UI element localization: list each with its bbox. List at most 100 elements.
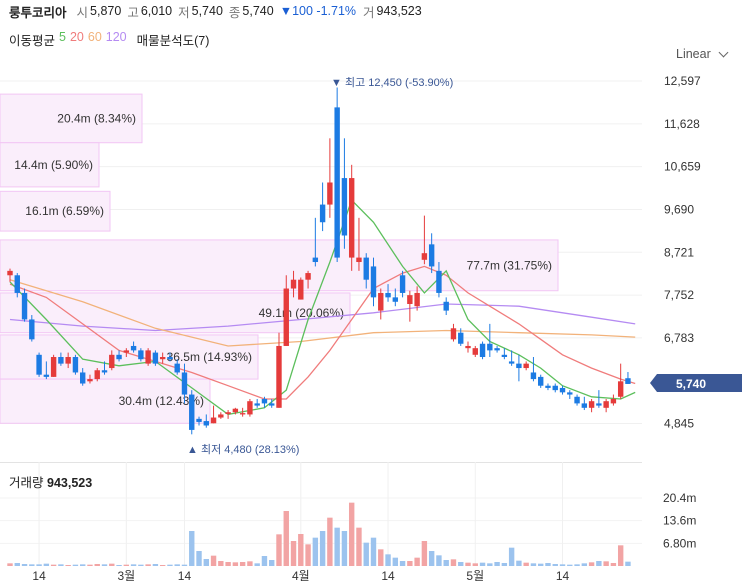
- volume-bar: [218, 561, 224, 566]
- volume-bar: [479, 562, 486, 566]
- volume-bar: [407, 561, 413, 566]
- volume-label: 거: [363, 5, 375, 20]
- volume-profile-label: 36.5m (14.93%): [167, 350, 252, 364]
- volume-bar: [123, 564, 130, 566]
- date-tick-label: 14: [178, 569, 192, 582]
- volume-bar: [385, 554, 391, 566]
- volume-profile-label: 16.1m (6.59%): [25, 204, 104, 218]
- candle-body: [123, 350, 130, 353]
- volume-profile-bar: [0, 292, 351, 334]
- candle-body: [290, 279, 297, 289]
- scale-selector[interactable]: Linear: [676, 47, 729, 61]
- candle-body: [574, 396, 580, 404]
- volume-tick-label: 13.6m: [663, 514, 696, 528]
- candle-body: [487, 343, 493, 351]
- price-tick-label: 11,628: [664, 117, 700, 131]
- candle-body: [80, 372, 86, 384]
- candle-body: [458, 332, 464, 344]
- open-label: 시: [76, 5, 89, 20]
- volume-tick-label: 20.4m: [663, 491, 696, 505]
- volume-bar: [29, 564, 35, 566]
- ma60-line: [9, 279, 636, 347]
- candles: [7, 87, 631, 435]
- volume-bar: [298, 534, 304, 566]
- candle-body: [334, 107, 340, 258]
- candle-body: [36, 354, 42, 375]
- volume-bar: [283, 511, 289, 566]
- volume-bar: [247, 561, 253, 566]
- date-axis: 14 3월 14 4월 14 5월 14: [32, 569, 569, 582]
- candle-body: [348, 178, 355, 258]
- volume-bar: [472, 563, 478, 566]
- moving-average-lines: [9, 199, 636, 416]
- price-tick-label: 7,752: [664, 288, 694, 302]
- candle-body: [50, 357, 57, 377]
- volume-bar: [625, 561, 631, 566]
- volume-bar: [545, 563, 551, 566]
- ticker-header: 룽투코리아 시 5,870 고 6,010 저 5,740 종 5,740 ▼100 -…: [9, 2, 428, 20]
- candle-body: [327, 182, 333, 205]
- date-tick-label: 14: [381, 569, 395, 582]
- volume-bar: [436, 555, 442, 566]
- volume-bar: [370, 537, 377, 566]
- volume-profile-label[interactable]: 매물분석도(7): [136, 34, 210, 48]
- moving-average-legend[interactable]: 이동평균 5 20 60 120 매물분석도(7): [9, 30, 213, 49]
- date-tick-label: 5월: [466, 569, 484, 582]
- ma60-label: 60: [87, 30, 102, 44]
- close-value: 5,740: [242, 4, 274, 18]
- current-price-value: 5,740: [676, 377, 706, 391]
- volume-bar: [109, 563, 115, 566]
- volume-bar: [421, 541, 428, 566]
- candle-body: [21, 292, 28, 320]
- date-tick-label: 14: [32, 569, 46, 582]
- price-tick-label: 10,659: [664, 160, 701, 174]
- price-tick-label: 12,597: [664, 74, 701, 88]
- date-tick-label: 3월: [117, 569, 135, 582]
- volume-bar: [443, 560, 449, 566]
- volume-bar: [116, 565, 122, 566]
- volume-bar: [610, 563, 617, 566]
- volume-bar: [80, 564, 86, 566]
- volume-bar: [378, 549, 384, 566]
- ma120-line: [9, 303, 636, 332]
- volume-profile-label: 20.4m (8.34%): [57, 111, 136, 125]
- candle-body: [58, 357, 64, 364]
- volume-bar: [225, 562, 231, 566]
- volume-bar: [152, 564, 159, 566]
- volume-bar: [254, 563, 260, 566]
- volume-bar: [130, 564, 137, 566]
- volume-profile-label: 30.4m (12.43%): [119, 394, 204, 408]
- volume-bar: [399, 561, 406, 566]
- candle-body: [552, 385, 558, 391]
- volume-bar: [516, 560, 522, 566]
- candle-body: [225, 412, 231, 415]
- price-tick-label: 9,690: [664, 202, 694, 216]
- volume-bar: [58, 564, 64, 566]
- candle-body: [196, 418, 202, 422]
- candle-body: [443, 301, 449, 311]
- volume-bar: [14, 563, 20, 566]
- volume-bar: [239, 562, 246, 566]
- date-tick-label: 4월: [292, 569, 310, 582]
- stock-name[interactable]: 룽투코리아: [9, 5, 67, 20]
- volume-bar: [167, 564, 173, 566]
- volume-bar: [487, 563, 493, 566]
- volume-bar: [559, 564, 566, 566]
- volume-bar: [87, 564, 93, 566]
- volume-tick-label: 6.80m: [663, 536, 696, 550]
- candle-body: [414, 292, 420, 307]
- candle-body: [254, 403, 260, 406]
- candle-body: [421, 253, 428, 260]
- candle-body: [210, 417, 217, 424]
- volume-bar: [276, 534, 282, 566]
- close-label: 종: [228, 5, 241, 20]
- volume-bar: [189, 531, 195, 566]
- volume-profile-bar: [0, 378, 211, 424]
- volume-axis: 20.4m 13.6m 6.80m: [663, 491, 696, 550]
- volume-bar: [65, 565, 71, 566]
- volume-bar: [450, 559, 457, 566]
- change-value: ▼100 -1.71%: [279, 4, 357, 18]
- candle-body: [261, 398, 268, 404]
- candle-body: [319, 204, 326, 223]
